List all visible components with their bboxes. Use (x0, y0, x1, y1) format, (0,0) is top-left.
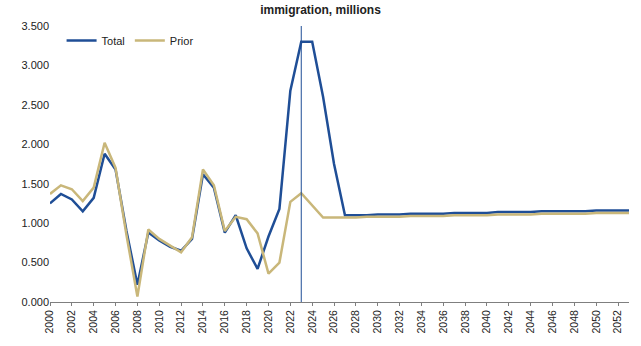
svg-text:2008: 2008 (131, 310, 143, 334)
svg-text:2012: 2012 (175, 310, 187, 334)
svg-text:2020: 2020 (262, 310, 274, 334)
svg-text:Total: Total (102, 35, 125, 47)
svg-text:1.000: 1.000 (21, 217, 49, 229)
svg-text:1.500: 1.500 (21, 178, 49, 190)
svg-text:2048: 2048 (568, 310, 580, 334)
svg-text:2.500: 2.500 (21, 99, 49, 111)
svg-text:2.000: 2.000 (21, 138, 49, 150)
svg-text:2044: 2044 (524, 310, 536, 334)
svg-text:2042: 2042 (502, 310, 514, 334)
svg-text:2002: 2002 (65, 310, 77, 334)
svg-text:2046: 2046 (546, 310, 558, 334)
svg-text:2030: 2030 (371, 310, 383, 334)
svg-text:2024: 2024 (306, 310, 318, 334)
svg-text:0.000: 0.000 (21, 296, 49, 308)
svg-text:Prior: Prior (170, 35, 194, 47)
svg-text:2028: 2028 (349, 310, 361, 334)
svg-text:immigration, millions: immigration, millions (260, 3, 381, 17)
svg-text:2038: 2038 (459, 310, 471, 334)
svg-text:3.000: 3.000 (21, 59, 49, 71)
svg-text:3.500: 3.500 (21, 20, 49, 32)
svg-text:2004: 2004 (87, 310, 99, 334)
svg-text:2014: 2014 (196, 310, 208, 334)
svg-text:2022: 2022 (284, 310, 296, 334)
svg-text:2052: 2052 (611, 310, 623, 334)
svg-text:2026: 2026 (327, 310, 339, 334)
svg-text:2032: 2032 (393, 310, 405, 334)
svg-text:2036: 2036 (437, 310, 449, 334)
svg-text:2000: 2000 (43, 310, 55, 334)
svg-text:2016: 2016 (218, 310, 230, 334)
svg-text:2040: 2040 (480, 310, 492, 334)
svg-text:2010: 2010 (153, 310, 165, 334)
svg-text:2018: 2018 (240, 310, 252, 334)
svg-text:2034: 2034 (415, 310, 427, 334)
svg-text:2006: 2006 (109, 310, 121, 334)
svg-text:2050: 2050 (590, 310, 602, 334)
svg-text:0.500: 0.500 (21, 256, 49, 268)
